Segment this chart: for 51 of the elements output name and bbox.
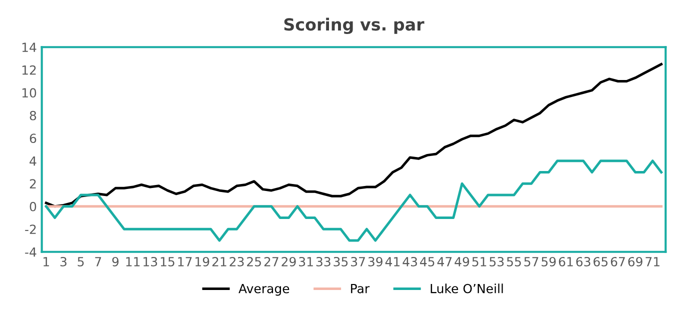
legend-label: Par	[351, 284, 370, 294]
legend-label: Average	[238, 284, 290, 296]
y-tick-label: 14	[22, 42, 36, 52]
x-tick-label: 19	[196, 256, 210, 266]
x-tick-label: 31	[299, 256, 313, 266]
y-tick-label: 6	[30, 134, 36, 144]
x-tick-label: 13	[144, 256, 158, 266]
x-tick-label: 33	[316, 256, 330, 266]
y-tick-label: 10	[22, 88, 36, 98]
x-tick-label: 63	[576, 256, 590, 266]
x-tick-label: 59	[542, 256, 556, 266]
y-tick-label: 4	[30, 156, 36, 166]
x-tick-label: 49	[454, 256, 470, 266]
x-tick-label: 15	[160, 257, 174, 266]
x-tick-label: 71	[646, 257, 660, 266]
y-tick-label: -2	[25, 224, 36, 234]
x-tick-label: 23	[230, 256, 244, 266]
x-tick-label: 51	[472, 257, 486, 266]
x-tick-label: 17	[178, 257, 192, 266]
x-tick-label: 67	[610, 256, 625, 266]
chart-title: Scoring vs. par	[284, 18, 424, 34]
x-tick-label: 11	[126, 257, 140, 266]
x-tick-label: 37	[351, 256, 365, 266]
y-tick-label: 2	[30, 179, 36, 188]
y-tick-label: 0	[30, 202, 36, 212]
x-tick-label: 25	[247, 256, 261, 266]
x-tick-label: 57	[524, 257, 538, 266]
x-tick-label: 9	[112, 256, 119, 266]
x-tick-label: 39	[368, 256, 382, 266]
x-tick-label: 35	[334, 256, 348, 266]
x-tick-label: 7	[95, 257, 102, 266]
line-series	[44, 62, 663, 208]
x-tick-label: 41	[385, 257, 400, 266]
x-tick-label: 3	[60, 256, 66, 266]
y-tick-label: 12	[22, 65, 36, 75]
x-tick-label: 5	[78, 257, 84, 266]
x-tick-label: 61	[558, 256, 573, 266]
x-tick-label: 55	[507, 257, 521, 266]
x-tick-label: 69	[628, 256, 642, 266]
x-tick-label: 47	[437, 257, 452, 266]
x-tick-label: 21	[212, 256, 226, 266]
x-tick-label: 27	[264, 256, 278, 266]
x-tick-label: 1	[44, 257, 49, 266]
x-tick-label: 53	[490, 256, 504, 266]
y-tick-label: -4	[25, 248, 36, 257]
x-tick-label: 45	[420, 257, 434, 266]
y-tick-label: 8	[30, 110, 36, 120]
x-tick-label: 65	[594, 256, 608, 266]
x-tick-label: 29	[282, 256, 296, 266]
x-tick-label: 43	[402, 256, 417, 266]
legend-label: Luke O’Neill	[430, 284, 503, 294]
